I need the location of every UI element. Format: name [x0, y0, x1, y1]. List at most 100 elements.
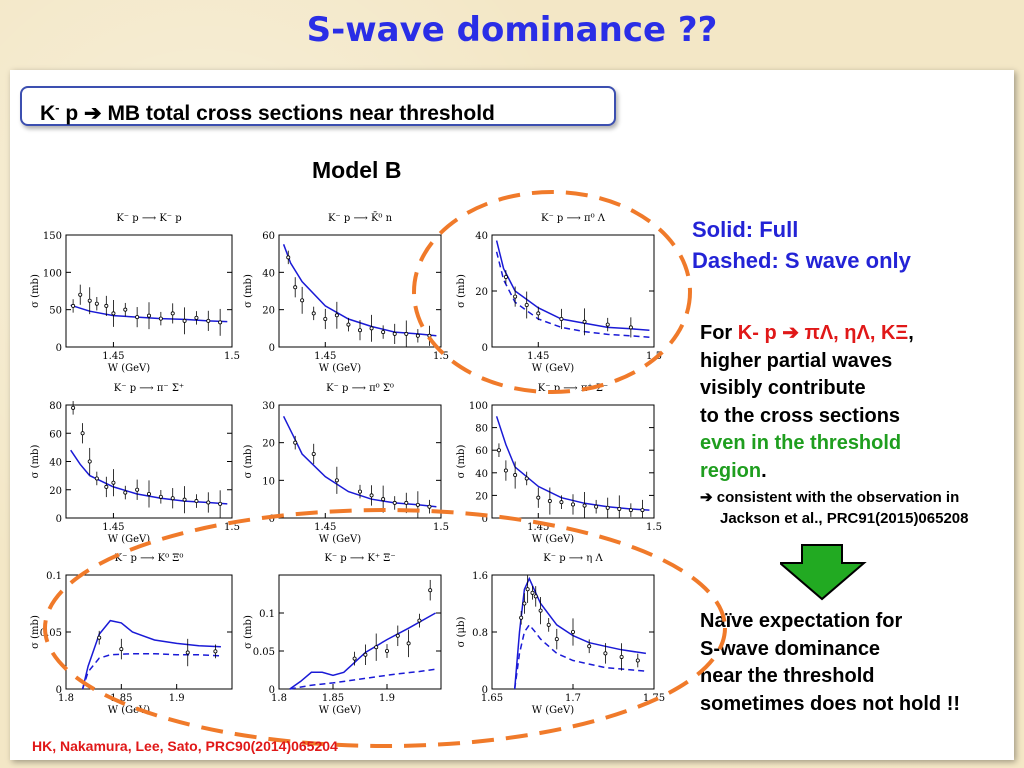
x-tick-label-8-0: 1.65: [481, 693, 503, 704]
data-point-2-5: [582, 319, 587, 324]
y-tick-label-1-0: 0: [269, 343, 275, 354]
model-label: Model B: [312, 157, 402, 183]
x-tick-label-6-1: 1.85: [110, 693, 132, 704]
data-point-8-6: [546, 622, 551, 627]
data-point-8-0: [519, 615, 524, 620]
x-tick-label-2-0: 1.45: [527, 351, 549, 362]
plot-frame-6: [65, 574, 233, 690]
x-axis-label-8: W (GeV): [532, 705, 574, 716]
data-point-8-1: [522, 601, 527, 606]
note-line2: higher partial waves: [700, 349, 893, 372]
y-axis-label-1: σ (mb): [243, 274, 254, 308]
y-axis-label-8: σ (μb): [456, 617, 467, 648]
data-point-4-6: [392, 500, 397, 505]
y-tick-label-7-1: 0.05: [253, 647, 275, 658]
data-point-0-13: [206, 318, 211, 323]
data-point-6-1: [119, 647, 124, 652]
y-tick-label-0-2: 100: [43, 268, 62, 279]
plot-title-1: K⁻ p ⟶ K̄⁰ n: [328, 212, 393, 224]
data-point-2-4: [559, 316, 564, 321]
x-tick-label-8-1: 1.7: [565, 693, 581, 704]
y-tick-label-2-0: 0: [482, 343, 488, 354]
data-point-3-10: [170, 496, 175, 501]
data-point-6-3: [213, 649, 218, 654]
data-point-1-4: [323, 316, 328, 321]
y-axis-label-3: σ (mb): [30, 445, 41, 479]
data-point-4-2: [334, 478, 339, 483]
x-axis-label-7: W (GeV): [319, 705, 361, 716]
note-dot: .: [761, 459, 767, 482]
data-point-2-3: [536, 311, 541, 316]
x-axis-label-4: W (GeV): [319, 534, 361, 545]
data-point-1-13: [427, 333, 432, 338]
y-axis-label-7: σ (mb): [243, 615, 254, 649]
data-point-5-11: [617, 506, 622, 511]
data-point-1-7: [357, 328, 362, 333]
note-line6: region.: [700, 458, 1000, 486]
y-axis-label-4: σ (mb): [243, 445, 254, 479]
data-point-1-5: [334, 313, 339, 318]
explanation-note: For K- p ➔ πΛ, ηΛ, KΞ, higher partial wa…: [700, 320, 1000, 485]
data-point-5-6: [559, 500, 564, 505]
data-point-3-8: [146, 491, 151, 496]
data-point-0-0: [71, 303, 76, 308]
y-axis-label-5: σ (mb): [456, 445, 467, 479]
plot-title-0: K⁻ p ⟶ K⁻ p: [116, 213, 181, 224]
data-point-8-10: [603, 651, 608, 656]
reference-note: ➔ consistent with the observation in Jac…: [700, 487, 969, 529]
x-axis-label-0: W (GeV): [108, 363, 150, 374]
sub-note-line1: ➔ consistent with the observation in: [700, 489, 960, 506]
y-tick-label-0-3: 150: [43, 231, 62, 242]
x-axis-label-2: W (GeV): [532, 363, 574, 374]
x-tick-label-0-1: 1.5: [224, 351, 240, 362]
data-point-5-5: [547, 499, 552, 504]
y-tick-label-0-0: 0: [56, 343, 62, 354]
plot-title-3: K⁻ p ⟶ π⁻ Σ⁺: [114, 383, 184, 394]
y-tick-label-5-5: 100: [469, 401, 488, 412]
plot-title-5: K⁻ p ⟶ π⁺ Σ⁻: [538, 383, 608, 394]
note-line1: For K- p ➔ πΛ, ηΛ, KΞ,: [700, 320, 1000, 348]
data-point-0-14: [218, 320, 223, 325]
data-point-4-1: [311, 451, 316, 456]
note-line5: even in the threshold: [700, 432, 902, 454]
data-point-3-9: [158, 494, 163, 499]
data-point-6-0: [97, 635, 102, 640]
data-point-8-7: [554, 637, 559, 642]
data-point-1-12: [415, 333, 420, 338]
x-tick-label-8-2: 1.75: [643, 693, 665, 704]
data-point-3-3: [94, 476, 99, 481]
data-point-8-3: [530, 590, 535, 595]
x-tick-label-1-0: 1.45: [314, 351, 336, 362]
y-tick-label-3-2: 40: [49, 458, 62, 469]
x-tick-label-5-0: 1.45: [527, 522, 549, 533]
data-point-4-9: [427, 504, 432, 509]
x-axis-label-1: W (GeV): [319, 363, 361, 374]
data-point-1-1: [293, 285, 298, 290]
y-tick-label-4-1: 10: [262, 476, 275, 487]
data-point-7-6: [417, 618, 422, 623]
conclusion-line3: near the threshold: [700, 665, 875, 687]
data-point-2-2: [524, 302, 529, 307]
x-tick-label-3-1: 1.5: [224, 522, 240, 533]
y-tick-label-6-2: 0.1: [46, 571, 62, 582]
y-tick-label-4-0: 0: [269, 514, 275, 525]
y-tick-label-0-1: 50: [49, 306, 62, 317]
x-tick-label-6-0: 1.8: [58, 693, 74, 704]
data-point-1-10: [392, 331, 397, 336]
subtitle-box: K- p ➔ MB total cross sections near thre…: [20, 86, 616, 126]
legend-solid: Solid: Full: [692, 217, 799, 242]
x-tick-label-5-1: 1.5: [646, 522, 662, 533]
data-point-6-2: [185, 650, 190, 655]
subtitle-minus: -: [55, 100, 60, 115]
series-line-6-1: [81, 652, 221, 690]
data-point-3-2: [87, 459, 92, 464]
data-point-0-11: [182, 318, 187, 323]
note-line4: to the cross sections: [700, 404, 901, 427]
y-axis-label-2: σ (mb): [456, 274, 467, 308]
data-point-8-4: [533, 594, 538, 599]
data-point-1-6: [346, 322, 351, 327]
data-point-5-1: [503, 468, 508, 473]
x-tick-label-0-0: 1.45: [102, 351, 124, 362]
subtitle-rest: p ➔ MB total cross sections near thresho…: [59, 102, 495, 125]
x-tick-label-7-1: 1.85: [322, 693, 344, 704]
